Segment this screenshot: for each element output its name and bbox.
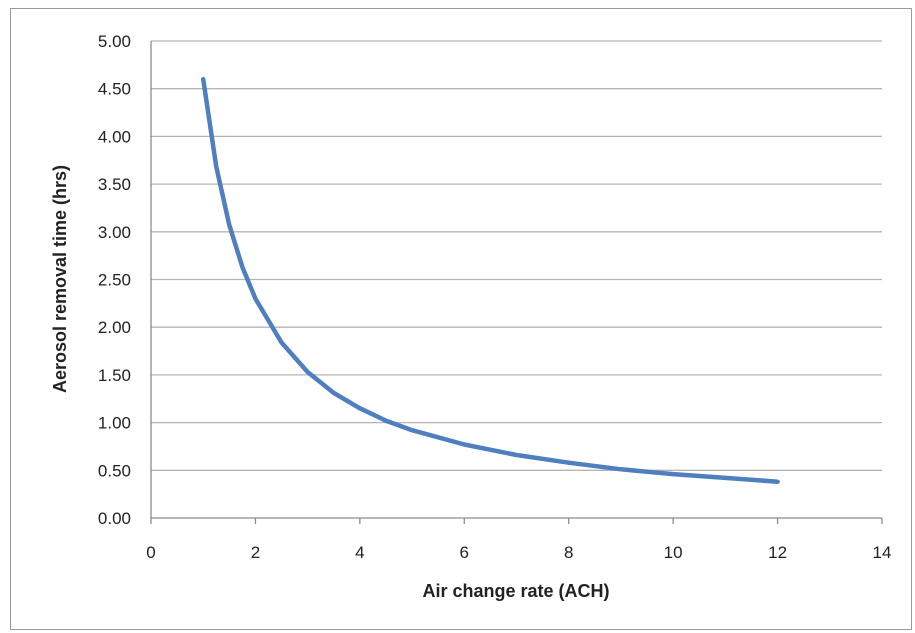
y-tick-label: 0.00 (98, 509, 131, 528)
y-tick-label: 5.00 (98, 32, 131, 51)
series-line (200, 76, 780, 484)
x-tick-label: 8 (564, 543, 573, 562)
gridlines (151, 40, 882, 471)
axes (150, 41, 883, 524)
x-tick-label: 10 (664, 543, 683, 562)
y-tick-label: 3.00 (98, 223, 131, 242)
y-tick-labels: 0.00 0.50 1.00 1.50 2.00 2.50 3.00 3.50 4.00 4.50… (98, 32, 131, 528)
y-axis-title: Aerosol removal time (hrs) (50, 165, 70, 393)
x-axis-title: Air change rate (ACH) (422, 581, 609, 601)
x-tick-labels: 0 2 4 6 8 10 12 14 (146, 543, 891, 562)
y-tick-label: 1.00 (98, 414, 131, 433)
y-tick-label: 3.50 (98, 175, 131, 194)
x-tick-label: 0 (146, 543, 155, 562)
y-tick-label: 4.00 (98, 127, 131, 146)
x-tick-label: 2 (251, 543, 260, 562)
y-tick-label: 4.50 (98, 80, 131, 99)
y-tick-label: 2.50 (98, 271, 131, 290)
series-layer (200, 76, 780, 484)
x-tick-label: 4 (355, 543, 364, 562)
chart-frame (10, 8, 912, 630)
y-tick-label: 0.50 (98, 461, 131, 480)
y-tick-label: 2.00 (98, 318, 131, 337)
x-tick-label: 6 (460, 543, 469, 562)
x-tick-label: 12 (768, 543, 787, 562)
y-tick-label: 1.50 (98, 366, 131, 385)
x-tick-label: 14 (873, 543, 892, 562)
